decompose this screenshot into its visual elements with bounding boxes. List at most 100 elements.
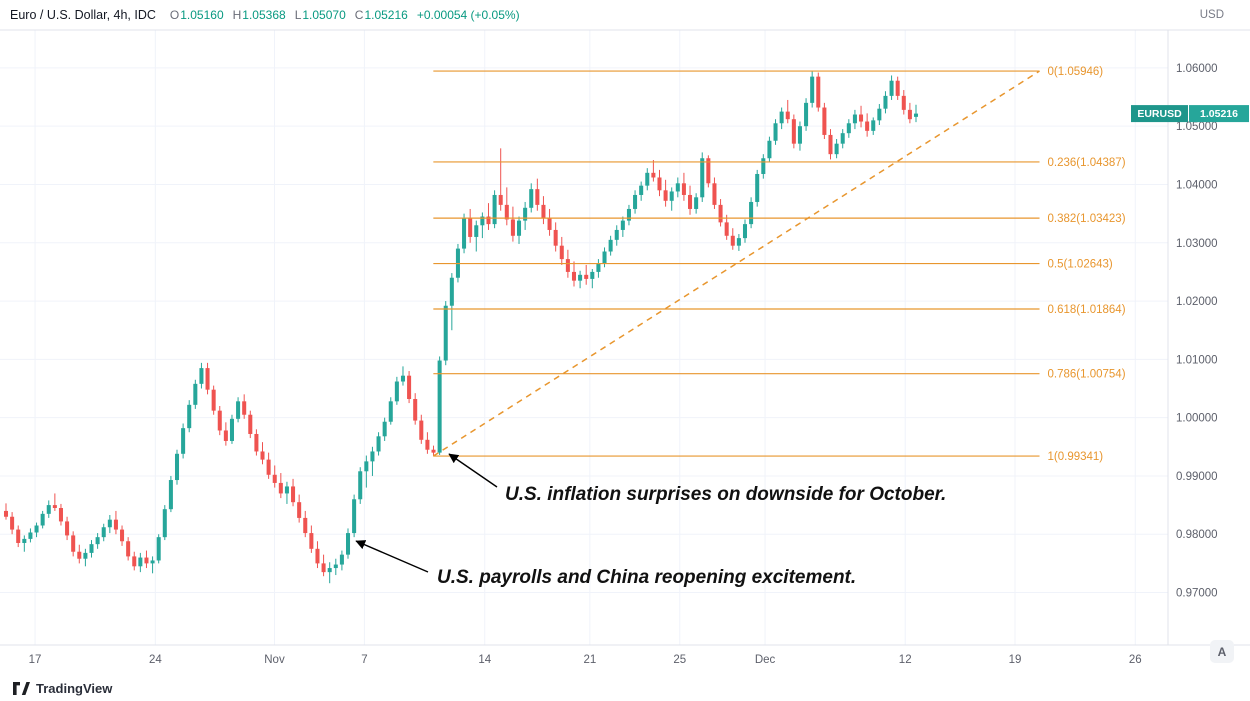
time-axis-label[interactable]: 25	[673, 654, 686, 666]
candle-body	[828, 134, 833, 155]
candle-body	[571, 271, 577, 281]
candle-body	[236, 401, 241, 419]
candle-body	[364, 461, 369, 472]
candle-body	[28, 532, 33, 539]
price-axis-label[interactable]: 1.05000	[1176, 121, 1218, 133]
price-axis-label[interactable]: 0.97000	[1176, 588, 1218, 600]
candle-body	[260, 451, 265, 460]
candle-body	[65, 521, 70, 536]
tradingview-attribution[interactable]: TradingView	[13, 681, 112, 696]
candle-body	[419, 420, 424, 440]
annotation-arrow[interactable]	[448, 453, 498, 488]
candle-body	[388, 401, 393, 422]
candle-body	[657, 177, 662, 191]
open-value: O 1.05160	[169, 8, 224, 22]
candle-body	[327, 568, 332, 573]
candle-body	[773, 123, 778, 141]
candle-body	[804, 102, 809, 127]
candle-body	[345, 533, 351, 555]
candle-body	[278, 482, 283, 494]
candle-body	[156, 537, 161, 561]
price-axis-label[interactable]: 1.00000	[1176, 413, 1218, 425]
time-axis-label[interactable]: 19	[1009, 654, 1022, 666]
time-axis-label[interactable]: 7	[361, 654, 367, 666]
candle-body	[541, 204, 546, 219]
candle-body	[474, 225, 479, 237]
fib-trend-line[interactable]	[432, 70, 1040, 457]
annotation-text[interactable]: U.S. payrolls and China reopening excite…	[437, 567, 856, 588]
candle-body	[767, 140, 772, 159]
candle-body	[34, 525, 39, 533]
candle-body	[724, 222, 729, 236]
price-axis-label[interactable]: 0.98000	[1176, 529, 1218, 541]
candle-body	[846, 123, 851, 134]
candle-body	[590, 271, 595, 279]
price-axis-label[interactable]: 1.04000	[1176, 179, 1218, 191]
fib-level-label: 0.5(1.02643)	[1048, 259, 1113, 271]
candle-body	[510, 219, 515, 236]
candle-body	[614, 229, 619, 240]
candle-body	[297, 502, 302, 518]
time-axis-label[interactable]: 24	[149, 654, 162, 666]
time-axis-label[interactable]: 12	[899, 654, 912, 666]
price-axis-label[interactable]: 1.03000	[1176, 238, 1218, 250]
time-axis-label[interactable]: 26	[1129, 654, 1142, 666]
candle-body	[211, 389, 216, 411]
price-axis-label[interactable]: 1.01000	[1176, 354, 1218, 366]
candle-body	[303, 517, 308, 534]
close-value: C 1.05216	[354, 8, 408, 22]
candle-body	[877, 108, 882, 121]
fib-level-label: 0(1.05946)	[1048, 66, 1104, 78]
candle-body	[284, 486, 289, 494]
candle-body	[895, 80, 900, 96]
candle-body	[138, 557, 143, 567]
candle-body	[413, 399, 418, 421]
time-axis-label[interactable]: 21	[583, 654, 596, 666]
price-axis-label[interactable]: 1.06000	[1176, 63, 1218, 75]
price-scale-mode-button[interactable]: A	[1210, 640, 1234, 663]
candle-body	[443, 305, 448, 361]
candle-body	[498, 194, 503, 205]
candle-body	[785, 111, 790, 120]
candle-body	[822, 107, 827, 135]
time-axis-label[interactable]: Dec	[755, 654, 776, 666]
candle-body	[797, 126, 802, 144]
candle-body	[859, 114, 864, 122]
candle-body	[174, 453, 180, 481]
candle-body	[52, 505, 57, 509]
candle-body	[309, 533, 314, 549]
candle-body	[681, 183, 686, 195]
candle-body	[199, 368, 204, 384]
candle-body	[468, 218, 473, 237]
annotation-text[interactable]: U.S. inflation surprises on downside for…	[505, 484, 946, 505]
candle-body	[400, 375, 405, 382]
candle-body	[150, 560, 155, 564]
candle-body	[700, 158, 705, 198]
candle-body	[394, 381, 399, 402]
candle-body	[602, 251, 607, 264]
candle-body	[883, 95, 888, 109]
candle-body	[40, 513, 45, 526]
candle-body	[486, 216, 491, 225]
fib-level-label: 0.236(1.04387)	[1048, 157, 1126, 169]
fib-level-label: 0.618(1.01864)	[1048, 304, 1126, 316]
candle-body	[95, 537, 100, 545]
price-axis-label[interactable]: 1.02000	[1176, 296, 1218, 308]
candle-body	[10, 516, 15, 530]
candle-body	[504, 204, 509, 220]
annotation-arrow[interactable]	[355, 540, 429, 573]
time-axis-label[interactable]: 17	[29, 654, 42, 666]
candle-body	[272, 474, 277, 483]
price-badge-symbol	[1131, 105, 1188, 123]
price-axis-label[interactable]: 0.99000	[1176, 471, 1218, 483]
time-axis-label[interactable]: 14	[478, 654, 491, 666]
candle-body	[248, 414, 253, 434]
candle-body	[223, 430, 228, 441]
candle-body	[242, 401, 247, 415]
low-value: L 1.05070	[294, 8, 346, 22]
candle-body	[791, 119, 796, 144]
time-axis-label[interactable]: Nov	[264, 654, 285, 666]
candle-body	[217, 410, 222, 431]
